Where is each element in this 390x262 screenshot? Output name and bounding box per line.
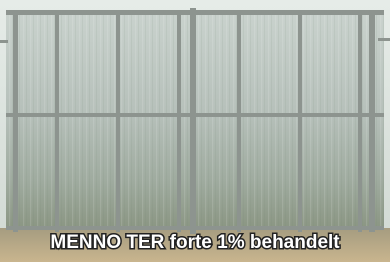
page: MENNO TER forte 1% behandelt (() => { co… xyxy=(0,0,390,262)
photo: MENNO TER forte 1% behandelt xyxy=(0,0,390,262)
caption: MENNO TER forte 1% behandelt xyxy=(50,232,340,253)
